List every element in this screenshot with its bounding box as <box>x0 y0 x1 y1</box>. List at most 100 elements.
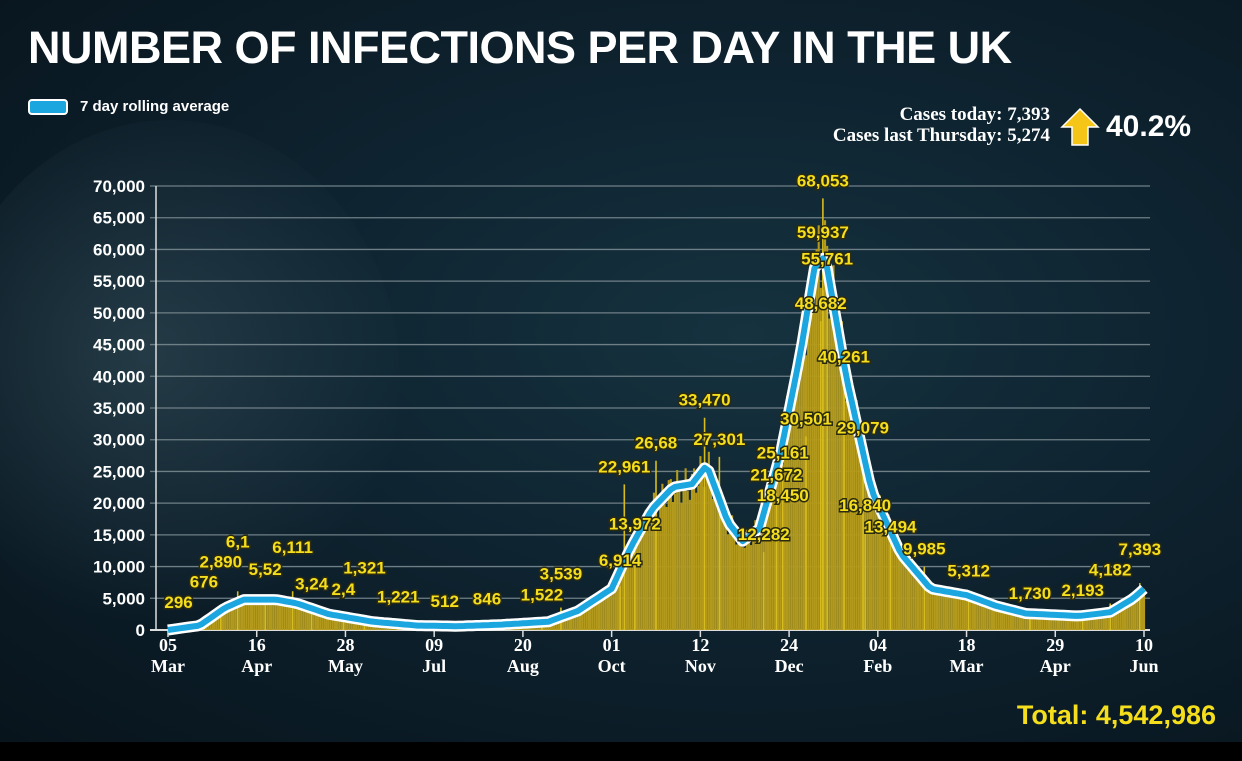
daily-case-bar <box>327 614 330 630</box>
daily-case-bar <box>1132 601 1135 630</box>
daily-case-bar <box>798 376 801 630</box>
daily-case-bar <box>807 311 810 630</box>
daily-case-bar <box>1060 614 1063 630</box>
daily-case-bar <box>665 506 668 630</box>
daily-case-bar <box>733 531 736 630</box>
daily-case-bar <box>306 609 309 630</box>
rolling-average-line <box>167 255 1147 633</box>
daily-case-bar <box>621 559 624 630</box>
daily-case-bar <box>276 598 279 630</box>
legend-swatch-rolling-average <box>28 98 68 115</box>
daily-case-bar <box>699 456 702 630</box>
daily-case-bar <box>283 603 286 630</box>
daily-case-bar <box>631 545 634 630</box>
daily-case-bar <box>758 540 761 630</box>
daily-case-bar <box>754 520 757 630</box>
x-tick-month: Feb <box>863 656 892 676</box>
daily-case-bar <box>976 601 979 630</box>
daily-case-bar <box>940 589 943 630</box>
daily-case-bar <box>304 607 307 630</box>
daily-case-bar <box>230 603 233 630</box>
daily-case-bar <box>1071 617 1074 630</box>
daily-case-bar <box>293 599 296 630</box>
daily-case-bar <box>724 510 727 630</box>
daily-case-bar <box>802 318 805 630</box>
y-tick-label: 35,000 <box>93 399 145 418</box>
daily-case-bar <box>266 603 269 630</box>
daily-case-bar <box>800 314 803 630</box>
daily-case-bar <box>701 464 704 630</box>
daily-case-bar <box>866 478 869 630</box>
data-label: 3,24 <box>295 574 329 593</box>
daily-case-bar <box>760 518 763 630</box>
daily-case-bar <box>325 611 328 630</box>
bottom-band <box>0 742 1242 761</box>
daily-case-bar <box>583 604 586 630</box>
daily-case-bar <box>948 589 951 630</box>
daily-case-bar <box>295 603 298 630</box>
daily-case-bar <box>971 595 974 630</box>
daily-case-bar <box>1107 611 1110 630</box>
daily-case-bar <box>1056 616 1059 630</box>
daily-case-bar <box>728 527 732 630</box>
daily-case-bar <box>1136 590 1139 630</box>
x-tick-month: Jun <box>1129 656 1158 676</box>
data-label: 9,985 <box>903 540 946 559</box>
daily-case-bar <box>612 581 615 630</box>
daily-case-bar <box>259 601 263 630</box>
data-label: 6,1 <box>226 532 250 551</box>
daily-case-bar <box>312 611 315 630</box>
daily-case-bar <box>591 598 594 630</box>
daily-case-bar <box>1058 613 1061 630</box>
daily-case-bar <box>726 534 729 630</box>
chart-canvas: 0 5,000 10,000 15,000 20,000 25,000 30,000 35,0… <box>0 0 1242 742</box>
data-label: 296 <box>164 593 192 612</box>
daily-case-bar <box>777 440 780 630</box>
daily-case-bar <box>340 614 343 630</box>
daily-case-bar <box>564 616 567 630</box>
daily-case-bar <box>1140 595 1143 630</box>
x-tick-day: 20 <box>514 635 532 655</box>
daily-case-bar <box>240 599 244 630</box>
daily-case-bar <box>714 480 717 630</box>
x-tick-month: Aug <box>507 656 539 676</box>
daily-case-bar <box>249 600 252 630</box>
daily-case-bar <box>316 608 320 630</box>
x-tick-month: Dec <box>775 656 804 676</box>
daily-case-bar <box>640 536 643 630</box>
daily-case-bar <box>674 493 677 630</box>
cases-today: Cases today: 7,393 <box>899 104 1050 125</box>
daily-case-bar <box>828 318 831 630</box>
x-tick-day: 24 <box>780 635 798 655</box>
daily-case-bar <box>942 586 945 630</box>
daily-case-bar <box>1102 614 1105 630</box>
daily-case-bar <box>832 265 835 630</box>
daily-case-bar <box>562 617 565 630</box>
x-tick-day: 12 <box>691 635 709 655</box>
daily-case-bar <box>712 498 715 630</box>
daily-case-bar <box>1092 614 1095 630</box>
data-label: 1,321 <box>343 559 386 578</box>
daily-case-bar <box>232 602 235 630</box>
daily-case-bar <box>1050 613 1053 630</box>
daily-case-bar <box>1052 613 1055 630</box>
daily-case-bar <box>1016 613 1019 630</box>
daily-case-bar <box>872 483 875 630</box>
total-cases: Total: 4,542,986 <box>1016 700 1216 730</box>
daily-case-bar <box>1043 612 1046 630</box>
daily-case-bar <box>838 331 841 630</box>
daily-case-bar <box>897 555 901 630</box>
legend: 7 day rolling average <box>28 98 229 115</box>
daily-case-bar <box>587 606 590 630</box>
daily-case-bar <box>931 590 934 630</box>
daily-case-bar <box>1073 615 1076 630</box>
daily-case-bar <box>1012 607 1015 630</box>
x-tick-month: May <box>328 656 363 676</box>
y-tick-label: 45,000 <box>93 336 145 355</box>
data-label: 5,312 <box>947 561 990 580</box>
daily-case-bar <box>570 615 573 630</box>
daily-case-bar <box>785 395 789 630</box>
daily-case-bar <box>321 614 324 630</box>
daily-case-bar <box>1014 610 1017 630</box>
daily-case-bar <box>916 571 920 630</box>
